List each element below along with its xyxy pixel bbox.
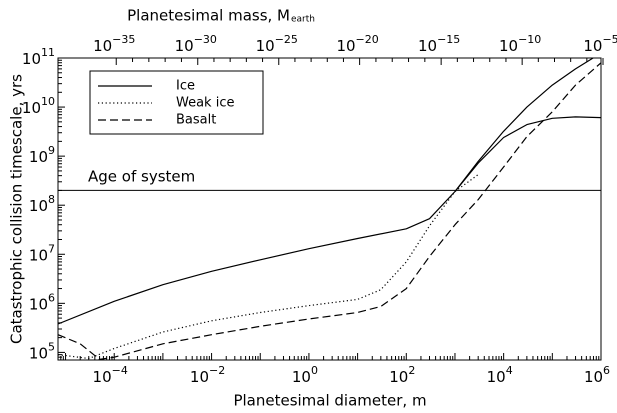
series-line-solid xyxy=(454,58,595,192)
x2-tick-label: 10−30 xyxy=(175,33,217,55)
age-of-system-label: Age of system xyxy=(88,167,195,185)
top-axis-title-subscript: earth xyxy=(291,15,315,25)
x-tick-label: 102 xyxy=(389,364,415,386)
y-tick-label: 108 xyxy=(29,193,55,215)
left-axis-ticks: 105 106 107 108 109 1010 1011 xyxy=(22,46,65,362)
bottom-axis-ticks: 10−4 10−2 100 102 104 106 xyxy=(57,353,610,386)
x-tick-label: 106 xyxy=(584,364,610,386)
x-axis-title: Planetesimal diameter, m xyxy=(233,392,426,410)
x2-tick-label: 10−25 xyxy=(256,33,298,55)
legend-label-weak-ice: Weak ice xyxy=(176,96,234,111)
y-tick-label: 1011 xyxy=(22,46,55,68)
x-tick-label: 10−2 xyxy=(190,364,225,386)
series-line-dotted xyxy=(58,174,479,360)
legend-box xyxy=(89,70,264,135)
y-tick-label: 105 xyxy=(29,340,55,362)
y-tick-label: 1010 xyxy=(22,95,55,117)
x-tick-label: 10−4 xyxy=(93,364,128,386)
x2-tick-label: 10−35 xyxy=(93,33,135,55)
x2-tick-label: 10−10 xyxy=(499,33,541,55)
y-tick-label: 107 xyxy=(29,242,55,264)
x2-tick-label: 10−15 xyxy=(418,33,460,55)
series-line-dashed xyxy=(58,62,601,360)
x-tick-label: 100 xyxy=(292,364,318,386)
legend: Ice Weak ice Basalt xyxy=(89,70,264,135)
legend-label-basalt: Basalt xyxy=(176,113,216,128)
x2-tick-label: 10−5 xyxy=(583,33,617,55)
top-axis-title-main: Planetesimal mass, M xyxy=(127,7,290,25)
top-axis-ticks: 10−35 10−30 10−25 10−20 10−15 10−10 10−5 xyxy=(93,33,617,65)
x-tick-label: 104 xyxy=(487,364,513,386)
y-tick-label: 106 xyxy=(29,291,55,313)
series-line-solid xyxy=(58,116,601,325)
plot-frame xyxy=(57,57,602,361)
legend-label-ice: Ice xyxy=(176,79,195,94)
y-tick-label: 109 xyxy=(29,144,55,166)
top-axis-title: Planetesimal mass, M earth xyxy=(127,7,315,25)
y-axis-title: Catastrophic collision timescale, yrs xyxy=(8,74,26,344)
x2-tick-label: 10−20 xyxy=(336,33,378,55)
